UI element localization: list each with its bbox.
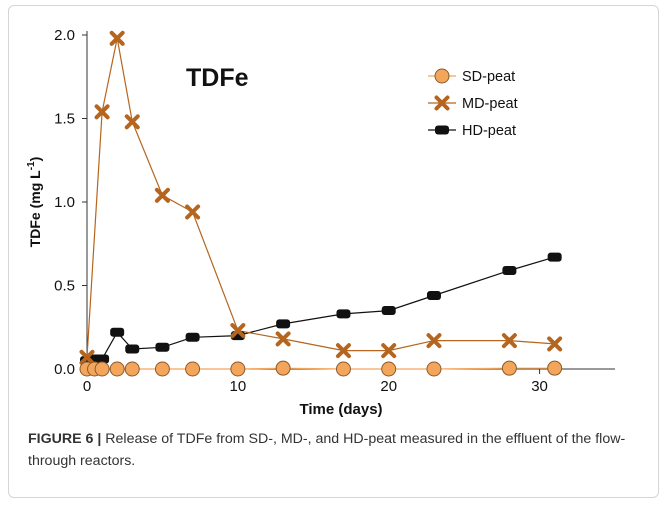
legend-item-sd-peat: SD-peat (428, 68, 515, 85)
data-point-md-peat-stroke-b (185, 204, 201, 220)
data-point-sd-peat (94, 361, 110, 377)
y-tick-label: 2.0 (54, 27, 75, 44)
data-point-sd-peat (124, 361, 140, 377)
data-point-md-peat (275, 331, 291, 347)
data-point-md-peat (381, 343, 397, 359)
legend-marker-stroke-b (434, 95, 450, 111)
data-point-sd-peat (109, 361, 125, 377)
data-point-md-peat-stroke-b (124, 114, 140, 130)
data-point-sd-peat (335, 361, 351, 377)
data-point-md-peat (230, 323, 246, 339)
data-point-sd-peat (381, 361, 397, 377)
data-point-md-peat-stroke-b (547, 336, 563, 352)
data-point-md-peat (124, 114, 140, 130)
figure-caption-text: Release of TDFe from SD-, MD-, and HD-pe… (28, 431, 626, 469)
data-point-sd-peat (185, 361, 201, 377)
y-tick-label: 0.0 (54, 361, 75, 378)
data-point-md-peat-stroke-b (426, 333, 442, 349)
data-point-md-peat (79, 349, 95, 365)
y-tick-label: 1.5 (54, 111, 75, 128)
data-point-md-peat (547, 336, 563, 352)
x-axis-label: Time (days) (299, 401, 382, 418)
data-point-hd-peat (110, 327, 125, 337)
data-point-hd-peat (185, 332, 200, 342)
x-tick-label: 10 (230, 378, 247, 395)
data-point-hd-peat (95, 354, 110, 364)
data-point-md-peat (335, 343, 351, 359)
data-point-md-peat (109, 30, 125, 46)
y-axis-label: TDFe (mg L-1) (26, 157, 43, 248)
legend-item-md-peat: MD-peat (428, 95, 518, 112)
data-point-hd-peat (381, 306, 396, 316)
data-point-hd-peat (155, 342, 170, 352)
data-point-md-peat-stroke-b (335, 343, 351, 359)
data-point-sd-peat (426, 361, 442, 377)
x-tick-label: 0 (83, 378, 91, 395)
data-point-hd-peat (336, 309, 351, 319)
data-point-sd-peat (547, 360, 563, 376)
legend-label: SD-peat (462, 69, 515, 85)
legend-marker (434, 68, 450, 84)
data-point-md-peat (426, 333, 442, 349)
y-tick-label: 0.5 (54, 278, 75, 295)
data-point-hd-peat (547, 252, 562, 262)
data-point-hd-peat (276, 319, 291, 329)
data-point-md-peat-stroke-b (275, 331, 291, 347)
data-point-md-peat-stroke-b (501, 333, 517, 349)
data-point-md-peat-stroke-b (109, 30, 125, 46)
legend-marker (435, 125, 449, 135)
figure-caption: FIGURE 6 | Release of TDFe from SD-, MD-… (28, 428, 648, 472)
data-point-hd-peat (125, 344, 140, 354)
legend-label: HD-peat (462, 123, 516, 139)
data-point-md-peat-stroke-b (94, 104, 110, 120)
data-point-md-peat (501, 333, 517, 349)
data-point-hd-peat (426, 291, 441, 301)
legend-label: MD-peat (462, 96, 518, 112)
data-point-md-peat (185, 204, 201, 220)
data-point-md-peat-stroke-b (230, 323, 246, 339)
y-tick-label: 1.0 (54, 194, 75, 211)
legend-marker (434, 95, 450, 111)
data-point-sd-peat (154, 361, 170, 377)
figure-frame (8, 5, 659, 498)
legend-item-hd-peat: HD-peat (428, 123, 516, 139)
chart-title: TDFe (186, 64, 249, 92)
data-point-hd-peat (502, 265, 517, 275)
x-tick-label: 30 (531, 378, 548, 395)
x-tick-label: 20 (380, 378, 397, 395)
data-point-md-peat-stroke-b (79, 349, 95, 365)
data-point-md-peat (154, 187, 170, 203)
tdfe-chart: 0.0 0.5 1.0 1.5 2.0 0 10 20 30 Time (days) TDFe (m… (26, 27, 615, 418)
data-point-sd-peat (230, 361, 246, 377)
figure-caption-label: FIGURE 6 | (28, 431, 102, 447)
data-point-md-peat-stroke-b (381, 343, 397, 359)
data-point-sd-peat (275, 360, 291, 376)
data-point-md-peat (94, 104, 110, 120)
data-point-md-peat-stroke-b (154, 187, 170, 203)
data-point-sd-peat (501, 360, 517, 376)
